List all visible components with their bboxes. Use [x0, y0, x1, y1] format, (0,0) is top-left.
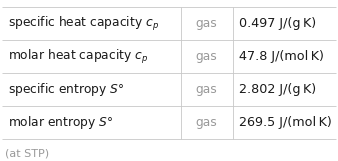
Text: 2.802 J/(g K): 2.802 J/(g K) — [239, 83, 316, 96]
Text: molar entropy $S°$: molar entropy $S°$ — [8, 114, 113, 131]
Text: 269.5 J/(mol K): 269.5 J/(mol K) — [239, 116, 332, 129]
Text: gas: gas — [196, 50, 218, 63]
Text: gas: gas — [196, 17, 218, 30]
Text: 0.497 J/(g K): 0.497 J/(g K) — [239, 17, 316, 30]
Text: molar heat capacity $c_p$: molar heat capacity $c_p$ — [8, 48, 148, 66]
Text: 47.8 J/(mol K): 47.8 J/(mol K) — [239, 50, 323, 63]
Text: (at STP): (at STP) — [5, 149, 49, 159]
Text: gas: gas — [196, 116, 218, 129]
Text: specific entropy $S°$: specific entropy $S°$ — [8, 81, 124, 98]
Text: gas: gas — [196, 83, 218, 96]
Text: specific heat capacity $c_p$: specific heat capacity $c_p$ — [8, 15, 159, 33]
